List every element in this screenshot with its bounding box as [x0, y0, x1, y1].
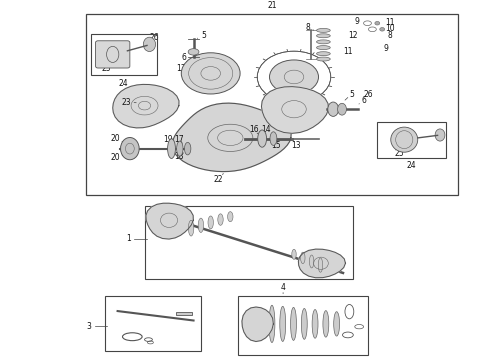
Text: 10: 10 — [385, 24, 394, 33]
Ellipse shape — [312, 310, 318, 338]
Ellipse shape — [184, 142, 191, 155]
Text: 19: 19 — [163, 135, 173, 144]
Ellipse shape — [188, 220, 194, 236]
Ellipse shape — [176, 141, 183, 156]
Text: 25: 25 — [101, 63, 111, 72]
Ellipse shape — [292, 249, 296, 259]
Text: 9: 9 — [354, 17, 359, 26]
Polygon shape — [242, 307, 273, 342]
Text: 20: 20 — [111, 153, 121, 162]
Polygon shape — [146, 203, 193, 239]
Text: 24: 24 — [407, 161, 416, 170]
Text: 13: 13 — [176, 63, 186, 72]
Ellipse shape — [391, 127, 417, 152]
Ellipse shape — [375, 22, 380, 25]
Text: 24: 24 — [119, 78, 128, 87]
Ellipse shape — [323, 311, 329, 337]
Ellipse shape — [218, 214, 223, 225]
Text: 6: 6 — [182, 53, 187, 62]
Ellipse shape — [338, 103, 346, 115]
Text: 22: 22 — [213, 175, 223, 184]
Bar — [86, 14, 458, 195]
Bar — [238, 296, 368, 355]
Ellipse shape — [258, 130, 267, 147]
Ellipse shape — [317, 52, 330, 56]
Text: 17: 17 — [174, 135, 184, 144]
Ellipse shape — [317, 57, 330, 61]
Ellipse shape — [435, 129, 445, 141]
Text: 9: 9 — [383, 44, 388, 53]
Ellipse shape — [280, 306, 286, 341]
Text: 8: 8 — [305, 23, 310, 32]
Text: 8: 8 — [387, 31, 392, 40]
Text: 11: 11 — [385, 18, 394, 27]
Text: 5: 5 — [349, 90, 354, 99]
Text: 14: 14 — [261, 125, 271, 134]
Ellipse shape — [188, 49, 199, 55]
Text: 15: 15 — [271, 141, 281, 150]
Text: 7: 7 — [273, 102, 278, 111]
Ellipse shape — [269, 305, 275, 342]
Ellipse shape — [301, 309, 307, 339]
Text: 12: 12 — [348, 31, 358, 40]
Polygon shape — [172, 103, 291, 172]
Ellipse shape — [121, 138, 139, 160]
Polygon shape — [113, 84, 179, 128]
Text: 1: 1 — [126, 234, 131, 243]
Ellipse shape — [301, 252, 305, 264]
Ellipse shape — [270, 60, 318, 94]
Text: 13: 13 — [292, 141, 301, 150]
Text: 16: 16 — [249, 125, 259, 134]
Bar — [176, 312, 192, 315]
Ellipse shape — [328, 102, 339, 116]
Ellipse shape — [208, 216, 213, 229]
Bar — [145, 206, 353, 279]
Ellipse shape — [318, 258, 322, 272]
Text: 18: 18 — [174, 152, 184, 161]
Ellipse shape — [380, 27, 385, 31]
Ellipse shape — [317, 46, 330, 50]
Polygon shape — [262, 87, 328, 133]
Bar — [105, 296, 201, 351]
Text: 26: 26 — [149, 33, 159, 42]
Text: 5: 5 — [201, 31, 206, 40]
Text: 6: 6 — [361, 96, 366, 105]
Ellipse shape — [317, 28, 330, 32]
FancyBboxPatch shape — [96, 41, 130, 68]
Bar — [91, 34, 157, 75]
Bar — [377, 122, 446, 158]
Ellipse shape — [317, 40, 330, 44]
Text: 20: 20 — [111, 134, 121, 143]
Ellipse shape — [334, 312, 340, 336]
Ellipse shape — [181, 53, 240, 94]
Polygon shape — [298, 249, 345, 278]
Ellipse shape — [143, 37, 156, 51]
Text: 2: 2 — [184, 207, 189, 216]
Ellipse shape — [227, 212, 233, 222]
Ellipse shape — [270, 132, 277, 145]
Text: 26: 26 — [364, 90, 373, 99]
Text: 25: 25 — [394, 149, 404, 158]
Ellipse shape — [310, 255, 314, 268]
Text: 11: 11 — [343, 48, 353, 57]
Text: 4: 4 — [281, 283, 286, 292]
Ellipse shape — [317, 34, 330, 38]
Ellipse shape — [168, 139, 175, 158]
Text: 3: 3 — [87, 321, 92, 330]
Text: 23: 23 — [122, 98, 131, 107]
Text: 21: 21 — [267, 1, 277, 10]
Ellipse shape — [291, 307, 296, 340]
Ellipse shape — [198, 218, 204, 233]
